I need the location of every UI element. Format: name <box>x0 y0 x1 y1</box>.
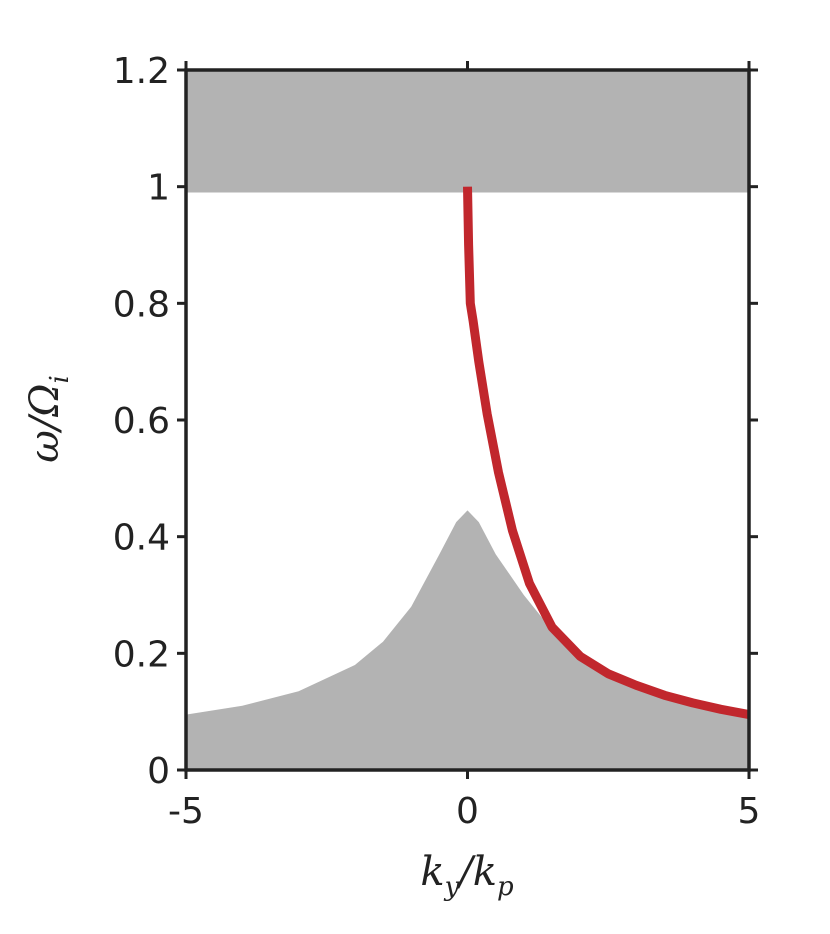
y-tick-label: 1.2 <box>113 51 170 92</box>
tick-label-layer: -5 0 500.20.40.60.811.2 <box>113 51 761 832</box>
y-tick-label: 0 <box>147 751 170 792</box>
y-tick-label: 1 <box>147 168 170 209</box>
mode-line-0 <box>463 186 750 720</box>
y-tick-label: 0.4 <box>113 518 170 559</box>
band-lower-continuum <box>186 510 749 770</box>
plot-area <box>184 68 751 772</box>
band-upper-continuum <box>186 70 749 193</box>
x-tick-label: -5 <box>168 791 204 832</box>
y-tick-label: 0.2 <box>113 634 170 675</box>
x-tick-label: 5 <box>738 791 761 832</box>
x-axis-label: ky/kp <box>420 849 514 902</box>
x-tick-label: 0 <box>456 791 479 832</box>
tick-layer <box>177 61 758 779</box>
y-tick-label: 0.6 <box>113 401 170 442</box>
y-tick-label: 0.8 <box>113 284 170 325</box>
y-axis-label: ω/Ωi <box>22 375 75 463</box>
